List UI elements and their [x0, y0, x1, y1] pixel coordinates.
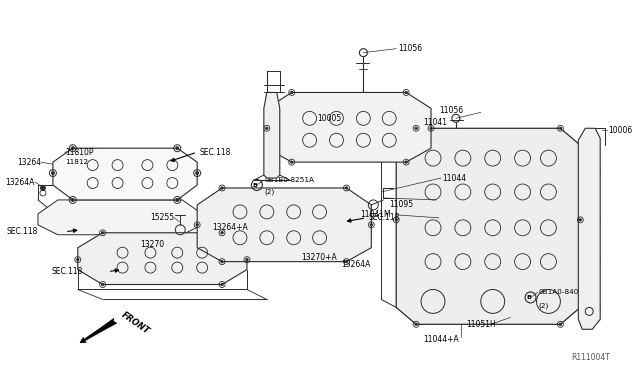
Text: 13264: 13264	[17, 158, 41, 167]
Polygon shape	[38, 200, 202, 235]
Polygon shape	[78, 233, 247, 285]
Polygon shape	[267, 93, 431, 162]
Text: 11041M: 11041M	[360, 210, 391, 219]
Circle shape	[102, 232, 104, 234]
Text: 11041: 11041	[423, 118, 447, 127]
Circle shape	[345, 260, 348, 263]
Circle shape	[370, 224, 372, 226]
Text: SEC.118: SEC.118	[51, 267, 83, 276]
Text: 13264+A: 13264+A	[212, 223, 248, 232]
Circle shape	[345, 187, 348, 189]
Text: 11044+A: 11044+A	[423, 335, 459, 344]
Text: 13264A: 13264A	[342, 260, 371, 269]
Circle shape	[405, 91, 407, 94]
Text: 13270+A: 13270+A	[301, 253, 337, 262]
Text: 0B1B0-8251A: 0B1B0-8251A	[265, 177, 315, 183]
Circle shape	[415, 127, 417, 129]
Text: 11810P: 11810P	[65, 148, 93, 157]
Circle shape	[415, 323, 417, 326]
Circle shape	[77, 259, 79, 261]
Circle shape	[221, 260, 223, 263]
Circle shape	[395, 219, 397, 221]
Text: (2): (2)	[265, 189, 275, 195]
Circle shape	[559, 127, 561, 129]
Circle shape	[196, 224, 198, 226]
Circle shape	[176, 198, 179, 201]
Circle shape	[221, 187, 223, 189]
Circle shape	[559, 323, 561, 326]
Circle shape	[579, 219, 582, 221]
Circle shape	[196, 171, 198, 174]
Text: 10005: 10005	[317, 114, 342, 123]
Polygon shape	[579, 128, 600, 329]
Circle shape	[176, 147, 179, 150]
Circle shape	[71, 198, 74, 201]
Circle shape	[71, 147, 74, 150]
Text: 10006: 10006	[608, 126, 632, 135]
Text: SEC.118: SEC.118	[6, 227, 38, 236]
Text: R111004T: R111004T	[572, 353, 610, 362]
Circle shape	[266, 127, 268, 129]
Text: SEC.118: SEC.118	[369, 214, 400, 222]
Circle shape	[430, 127, 432, 129]
Text: 11044: 11044	[442, 174, 466, 183]
Text: 11056: 11056	[439, 106, 463, 115]
Circle shape	[221, 283, 223, 286]
Text: 11812: 11812	[65, 159, 88, 165]
Polygon shape	[264, 93, 280, 178]
Circle shape	[40, 186, 45, 190]
Circle shape	[291, 91, 293, 94]
Circle shape	[51, 171, 54, 174]
Polygon shape	[396, 128, 580, 324]
Circle shape	[405, 161, 407, 163]
Text: 11051H: 11051H	[466, 320, 495, 329]
Text: 13270: 13270	[140, 240, 164, 249]
Circle shape	[221, 232, 223, 234]
Text: 13264A: 13264A	[6, 177, 35, 186]
Text: B: B	[252, 183, 257, 187]
Text: 15255: 15255	[150, 214, 174, 222]
Polygon shape	[53, 148, 197, 200]
Circle shape	[291, 161, 293, 163]
Text: 0B1A0-8401A: 0B1A0-8401A	[538, 289, 589, 295]
Polygon shape	[197, 188, 371, 262]
Text: 11095: 11095	[389, 201, 413, 209]
Text: FRONT: FRONT	[120, 311, 152, 337]
Circle shape	[246, 259, 248, 261]
Circle shape	[102, 283, 104, 286]
Text: (2): (2)	[538, 302, 548, 309]
Text: 11056: 11056	[398, 44, 422, 53]
Text: B: B	[526, 295, 531, 300]
Text: SEC.118: SEC.118	[199, 148, 230, 157]
